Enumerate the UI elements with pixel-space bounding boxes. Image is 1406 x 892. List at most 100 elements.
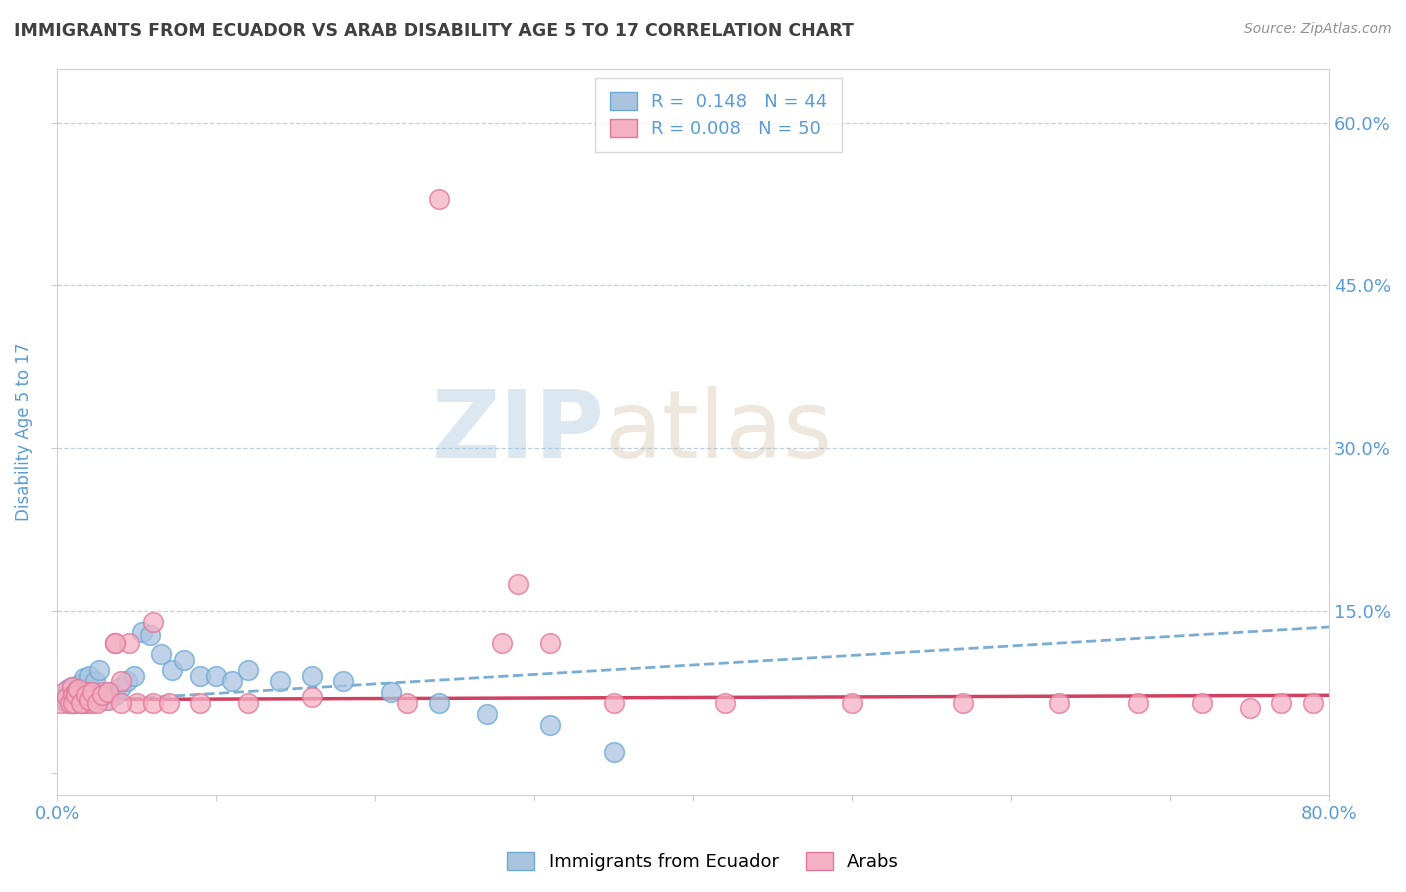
Point	[90, 690, 112, 705]
Point	[77, 692, 100, 706]
Point	[714, 696, 737, 710]
Point	[125, 696, 148, 710]
Point	[190, 696, 212, 710]
Point	[60, 680, 83, 694]
Point	[301, 669, 323, 683]
Point	[142, 615, 165, 629]
Point	[51, 692, 73, 706]
Point	[63, 685, 86, 699]
Point	[58, 681, 80, 696]
Point	[110, 696, 132, 710]
Point	[173, 652, 195, 666]
Point	[841, 696, 863, 710]
Point	[60, 680, 83, 694]
Point	[98, 685, 121, 699]
Point	[395, 696, 418, 710]
Point	[65, 690, 87, 705]
Point	[82, 696, 104, 710]
Point	[491, 636, 513, 650]
Legend: Immigrants from Ecuador, Arabs: Immigrants from Ecuador, Arabs	[499, 845, 907, 879]
Point	[1128, 696, 1150, 710]
Point	[131, 625, 153, 640]
Point	[75, 688, 97, 702]
Point	[1270, 696, 1292, 710]
Point	[82, 685, 104, 699]
Point	[380, 685, 402, 699]
Point	[221, 674, 243, 689]
Point	[97, 685, 120, 699]
Point	[90, 685, 112, 699]
Point	[103, 636, 125, 650]
Point	[77, 690, 100, 705]
Point	[62, 696, 84, 710]
Point	[69, 677, 91, 691]
Point	[65, 685, 87, 699]
Point	[475, 706, 498, 721]
Point	[62, 688, 84, 702]
Point	[269, 674, 291, 689]
Point	[427, 696, 450, 710]
Point	[86, 688, 108, 702]
Y-axis label: Disability Age 5 to 17: Disability Age 5 to 17	[15, 343, 32, 521]
Point	[142, 696, 165, 710]
Point	[301, 690, 323, 705]
Point	[75, 688, 97, 702]
Point	[56, 690, 79, 705]
Point	[77, 669, 100, 683]
Point	[72, 696, 94, 710]
Point	[538, 636, 561, 650]
Point	[59, 690, 82, 705]
Point	[87, 664, 110, 678]
Point	[427, 192, 450, 206]
Point	[157, 696, 180, 710]
Point	[52, 685, 75, 699]
Point	[65, 688, 87, 702]
Point	[90, 688, 112, 702]
Point	[138, 627, 160, 641]
Point	[110, 680, 132, 694]
Point	[49, 696, 72, 710]
Point	[160, 664, 183, 678]
Point	[63, 696, 86, 710]
Point	[508, 576, 530, 591]
Point	[538, 717, 561, 731]
Point	[1239, 701, 1261, 715]
Point	[1191, 696, 1213, 710]
Point	[84, 674, 107, 689]
Point	[103, 636, 125, 650]
Point	[53, 688, 76, 702]
Point	[1302, 696, 1324, 710]
Point	[72, 696, 94, 710]
Point	[118, 636, 141, 650]
Point	[76, 696, 98, 710]
Point	[56, 696, 79, 710]
Point	[97, 692, 120, 706]
Point	[332, 674, 354, 689]
Point	[69, 690, 91, 705]
Text: Source: ZipAtlas.com: Source: ZipAtlas.com	[1244, 22, 1392, 37]
Point	[236, 664, 259, 678]
Point	[59, 696, 82, 710]
Point	[70, 696, 93, 710]
Point	[205, 669, 228, 683]
Point	[70, 685, 93, 699]
Point	[190, 669, 212, 683]
Legend: R =  0.148   N = 44, R = 0.008   N = 50: R = 0.148 N = 44, R = 0.008 N = 50	[595, 78, 842, 153]
Text: ZIP: ZIP	[432, 386, 605, 478]
Text: atlas: atlas	[605, 386, 832, 478]
Point	[62, 696, 84, 710]
Point	[75, 685, 97, 699]
Point	[66, 692, 89, 706]
Text: IMMIGRANTS FROM ECUADOR VS ARAB DISABILITY AGE 5 TO 17 CORRELATION CHART: IMMIGRANTS FROM ECUADOR VS ARAB DISABILI…	[14, 22, 853, 40]
Point	[110, 674, 132, 689]
Point	[1047, 696, 1070, 710]
Point	[94, 692, 117, 706]
Point	[602, 745, 624, 759]
Point	[66, 681, 89, 696]
Point	[73, 671, 96, 685]
Point	[952, 696, 974, 710]
Point	[117, 674, 139, 689]
Point	[149, 647, 172, 661]
Point	[122, 669, 145, 683]
Point	[103, 688, 125, 702]
